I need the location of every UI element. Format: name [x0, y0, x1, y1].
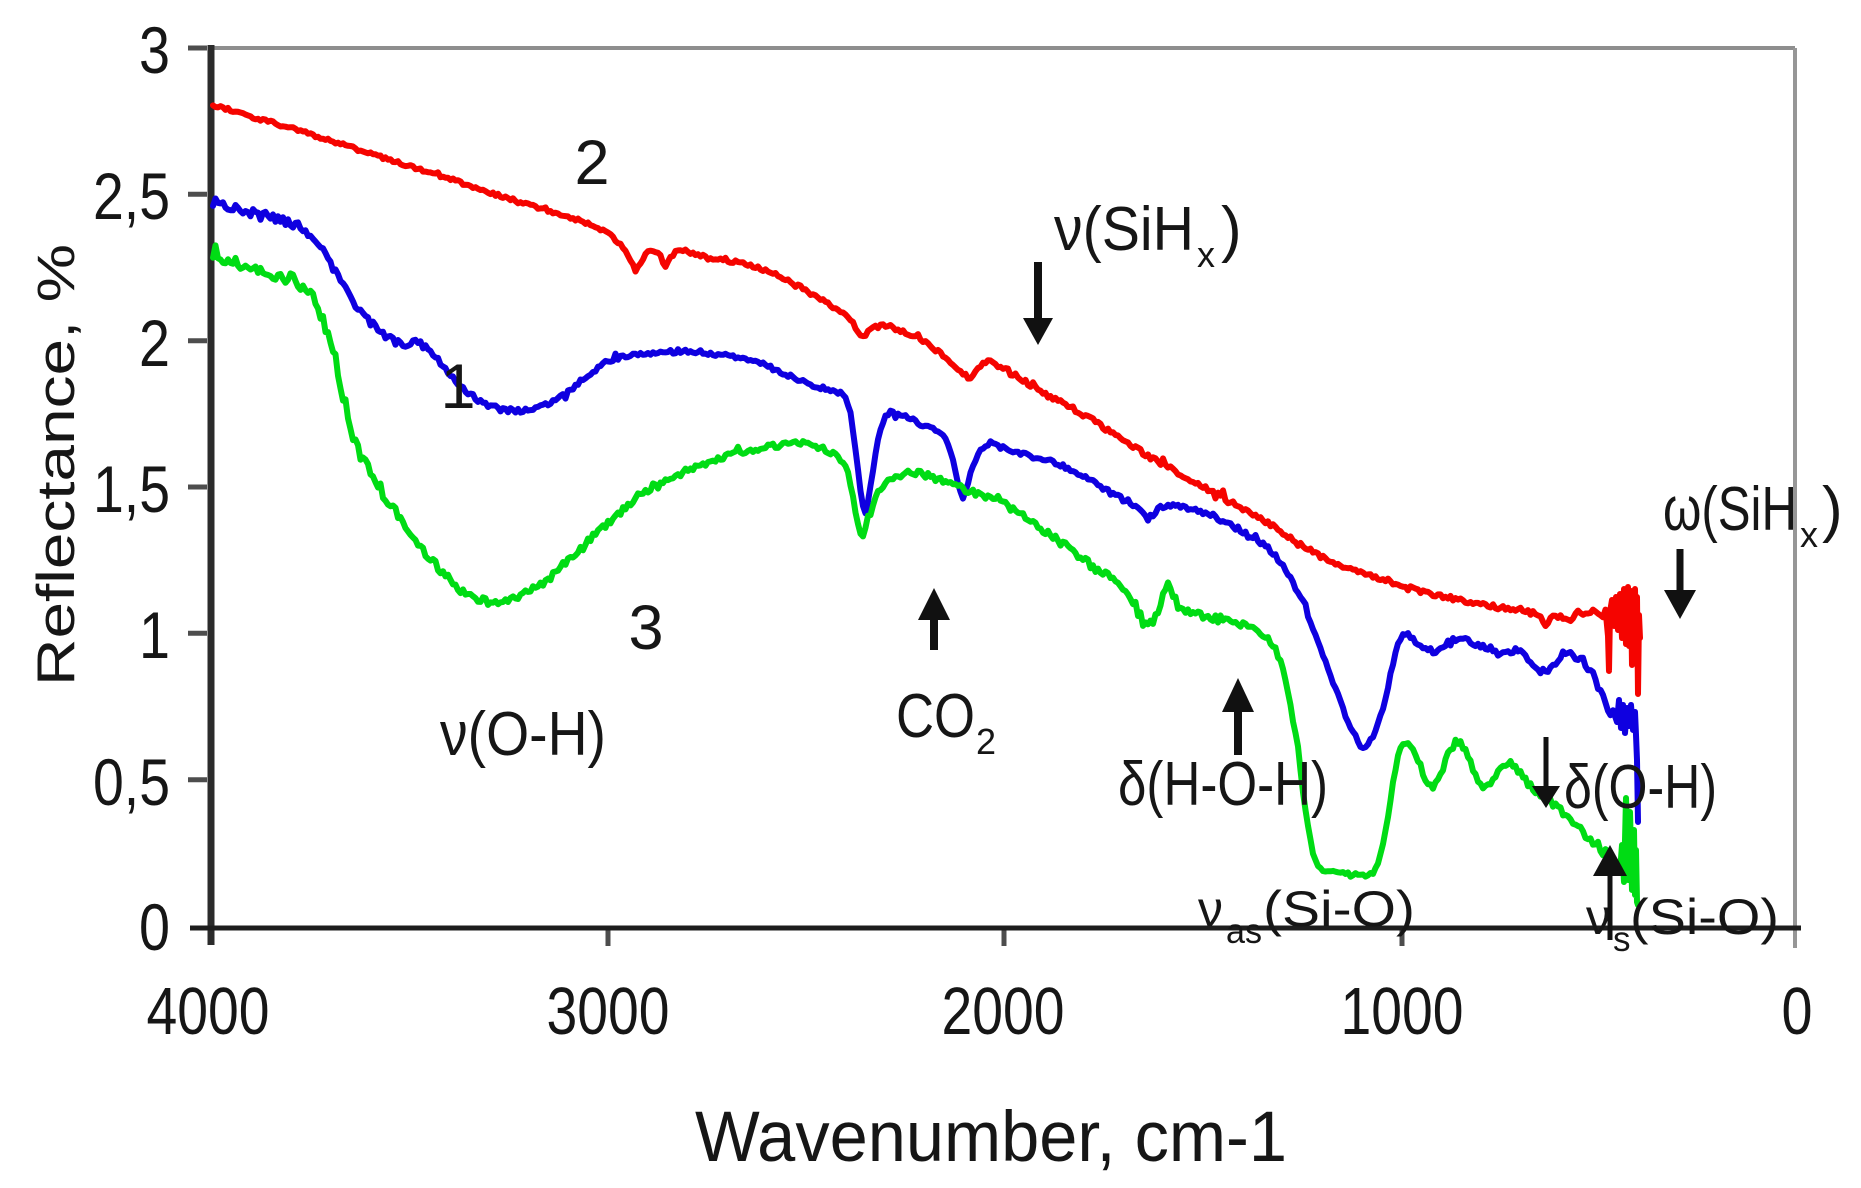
svg-text:ν(O-H): ν(O-H) — [440, 700, 606, 769]
svg-text:s: s — [1613, 920, 1631, 959]
svg-text:CO: CO — [896, 682, 975, 751]
svg-text:2: 2 — [139, 306, 170, 380]
svg-text:1,5: 1,5 — [93, 452, 170, 526]
svg-text:ν(SiH: ν(SiH — [1054, 195, 1194, 264]
svg-text:δ(H-O-H): δ(H-O-H) — [1118, 750, 1328, 819]
svg-text:ω(SiH: ω(SiH — [1663, 475, 1797, 544]
svg-text:2000: 2000 — [942, 974, 1065, 1049]
svg-text:1: 1 — [440, 352, 475, 422]
svg-text:x: x — [1800, 514, 1818, 555]
svg-text:ν: ν — [1198, 881, 1223, 937]
svg-text:Wavenumber, cm-1: Wavenumber, cm-1 — [695, 1098, 1287, 1177]
svg-text:δ(O-H): δ(O-H) — [1564, 753, 1717, 822]
svg-text:4000: 4000 — [147, 974, 270, 1049]
svg-text:3: 3 — [628, 593, 663, 663]
svg-text:2: 2 — [574, 128, 609, 198]
svg-text:(Si-O): (Si-O) — [1263, 881, 1415, 937]
svg-text:3000: 3000 — [547, 974, 670, 1049]
svg-text:): ) — [1221, 195, 1242, 264]
svg-text:x: x — [1197, 234, 1215, 275]
svg-text:as: as — [1226, 912, 1262, 951]
svg-text:3: 3 — [139, 13, 170, 87]
svg-text:Reflectance, %: Reflectance, % — [26, 244, 85, 686]
svg-text:0: 0 — [1782, 974, 1813, 1049]
svg-text:2,5: 2,5 — [93, 159, 170, 233]
svg-text:(Si-O): (Si-O) — [1630, 889, 1779, 945]
svg-text:0,5: 0,5 — [93, 745, 170, 819]
svg-text:1: 1 — [139, 598, 170, 672]
svg-text:): ) — [1822, 475, 1843, 544]
svg-text:0: 0 — [139, 890, 170, 964]
svg-text:ν: ν — [1586, 889, 1611, 945]
svg-text:2: 2 — [976, 721, 996, 762]
svg-text:1000: 1000 — [1341, 974, 1464, 1049]
